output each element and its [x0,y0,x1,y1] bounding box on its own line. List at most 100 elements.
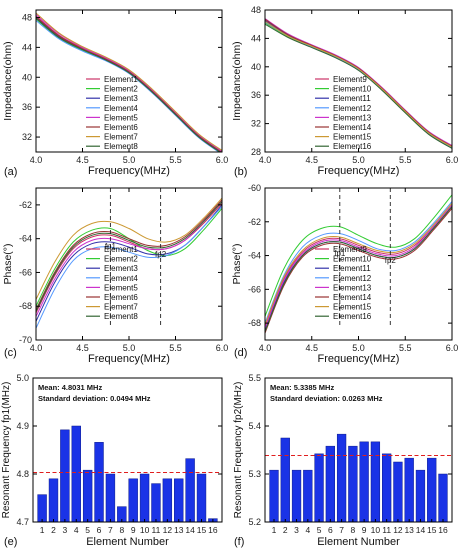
legend-entry: Element7 [104,303,138,312]
series-line [36,12,222,151]
legend-entry: Element14 [333,123,372,132]
x-tick-label: 11 [152,525,161,535]
legend-entry: Element1 [104,245,138,254]
x-tick-label: 9 [131,525,136,535]
series-line [265,23,452,149]
x-tick-label: 15 [197,525,207,535]
x-tick-label: 5.0 [123,155,136,165]
x-tick-label: 5.5 [399,155,412,165]
panel-letter: (f) [234,536,244,548]
legend-entry: Element2 [104,255,138,264]
y-tick-label: 5.0 [16,373,29,383]
y-tick-label: 36 [251,90,261,100]
bar [438,473,448,523]
x-tick-label: 5.0 [352,343,365,353]
series-line [36,14,222,152]
legend-entry: Element6 [104,123,138,132]
legend-entry: Element8 [104,312,138,321]
y-tick-label: -62 [19,200,32,210]
x-tick-label: 16 [438,525,448,535]
x-tick-label: 10 [140,525,150,535]
legend-entry: Element3 [104,264,138,273]
panel-letter: (c) [4,347,17,359]
panel-letter: (d) [234,347,247,359]
y-tick-label: -66 [248,284,261,294]
x-tick-label: 13 [404,525,414,535]
x-tick-label: 5.5 [399,343,412,353]
x-axis-title: Frequency(MHz) [318,165,400,177]
legend-entry: Element5 [104,113,138,122]
legend-entry: Element12 [333,274,372,283]
series-line [36,17,221,152]
bar [162,478,173,523]
y-tick-label: -60 [248,183,261,193]
panel-d: fp1fp2Element9Element10Element11Element1… [231,183,458,365]
y-tick-label: -64 [19,234,32,244]
x-tick-label: 4.0 [30,343,43,353]
x-tick-label: 14 [185,525,195,535]
x-tick-label: 8 [119,525,124,535]
x-tick-label: 5.5 [169,343,182,353]
x-tick-label: 5.5 [169,155,182,165]
x-tick-label: 6 [97,525,102,535]
y-axis-title: Impedance(ohm) [231,41,243,120]
legend-entry: Element1 [104,75,138,84]
x-tick-label: 3 [63,525,68,535]
bar [269,469,279,523]
y-axis-title: Phase(°) [231,244,243,285]
x-tick-label: 15 [427,525,437,535]
bar [60,429,70,523]
bar [37,494,47,523]
legend-entry: Element15 [333,303,372,312]
x-tick-label: 4 [74,525,79,535]
panel-b: Element9Element10Element11Element12Eleme… [231,5,458,178]
bar [139,473,150,523]
bar [291,469,302,523]
x-tick-label: 4 [305,525,310,535]
legend-entry: Element15 [333,133,372,142]
bar [348,445,358,523]
bar [336,433,347,523]
y-tick-label: 4.9 [16,421,29,431]
x-tick-label: 4.5 [305,343,318,353]
series-line [36,199,222,310]
x-axis-title: Element Number [317,536,400,548]
y-tick-label: 5.4 [248,421,261,431]
y-tick-label: 5.5 [248,373,261,383]
x-tick-label: 16 [208,525,218,535]
legend-entry: Element11 [333,94,371,103]
series-line [36,197,222,300]
panel-letter: (a) [4,166,17,178]
x-tick-label: 4.0 [30,155,43,165]
legend-entry: Element8 [104,142,138,151]
bar [280,437,290,523]
bar [128,478,138,523]
y-tick-label: -64 [248,251,261,261]
x-tick-label: 5 [85,525,90,535]
bar [359,441,369,523]
bar [196,473,207,523]
legend-entry: Element9 [333,245,367,254]
x-tick-label: 5.0 [352,155,365,165]
x-tick-label: 7 [108,525,113,535]
x-axis-title: Frequency(MHz) [88,165,170,177]
y-tick-label: -68 [19,301,32,311]
legend-entry: Element9 [333,75,367,84]
stats-text: Standard deviation: 0.0494 MHz [38,394,151,403]
x-tick-label: 5.0 [123,343,136,353]
panel-a: Element1Element2Element3Element4Element5… [2,9,228,178]
y-tick-label: 32 [251,119,261,129]
curves [36,197,222,329]
x-tick-label: 1 [272,525,277,535]
legend-entry: Element3 [104,94,138,103]
bar [174,478,184,523]
panel-letter: (b) [234,166,247,178]
bar [185,458,195,523]
series-line [36,201,222,317]
x-tick-label: 6.0 [446,343,459,353]
bar [82,469,93,523]
series-line [265,204,452,329]
legend-entry: Element16 [333,312,372,321]
y-tick-label: 44 [251,33,261,43]
